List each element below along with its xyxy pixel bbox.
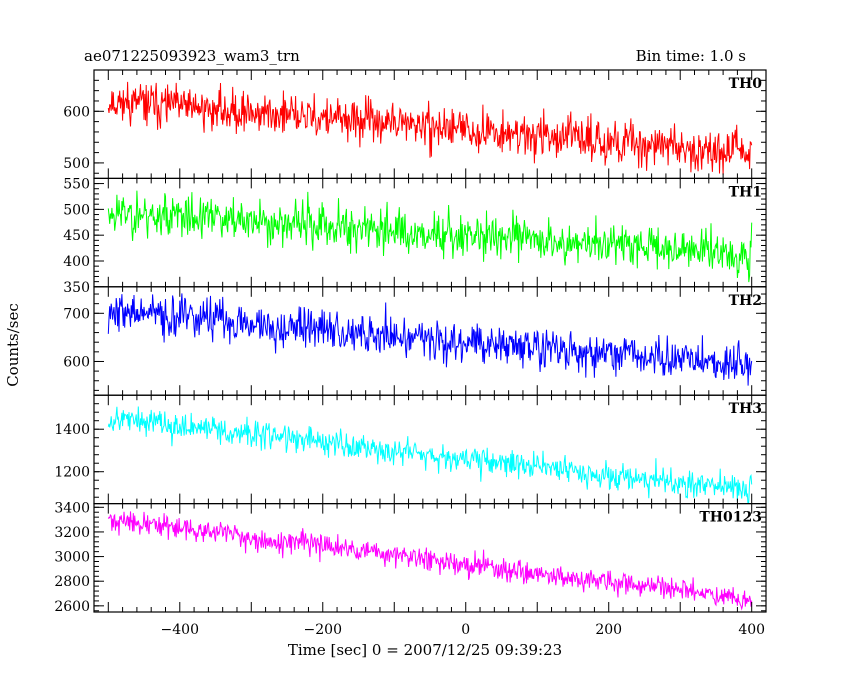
x-tick-label: −200 — [304, 622, 342, 638]
x-axis-label: Time [sec] 0 = 2007/12/25 09:39:23 — [288, 641, 562, 659]
y-tick-label-th1: 400 — [63, 254, 90, 270]
panel-th0: 500 600 TH0 — [63, 69, 767, 180]
x-tick-label: 0 — [461, 622, 470, 638]
series-line-th3 — [107, 406, 753, 504]
panel-th1: 350 400 450 500 550 TH1 — [63, 177, 767, 296]
y-tick-label-th0: 500 — [63, 156, 90, 172]
y-tick-label-th2: 600 — [63, 354, 90, 370]
y-tick-label-th1: 350 — [63, 280, 90, 296]
y-tick-label-th0123: 2600 — [54, 599, 90, 615]
panel-frame-th0 — [93, 69, 767, 180]
series-line-th0123 — [107, 511, 753, 611]
panel-frame-th1 — [93, 177, 767, 288]
series-label-th0: TH0 — [729, 76, 763, 92]
series-label-th1: TH1 — [729, 184, 762, 200]
y-tick-label-th0123: 2800 — [54, 574, 90, 590]
panel-th3: 1200 1400 TH3 — [54, 394, 767, 505]
x-tick-label: 200 — [595, 622, 622, 638]
series-line-th2 — [107, 293, 753, 386]
y-tick-label-th3: 1400 — [54, 422, 90, 438]
y-axis-label: Counts/sec — [4, 303, 22, 387]
panel-th2: 600 700 TH2 — [63, 286, 767, 396]
panel-frame-th2 — [93, 286, 767, 396]
y-tick-label-th2: 700 — [63, 306, 90, 322]
y-tick-label-th1: 500 — [63, 202, 90, 218]
series-label-th3: TH3 — [729, 401, 762, 417]
y-tick-label-th0123: 3200 — [54, 525, 90, 541]
panel-th0123: 2600 2800 3000 3200 3400 TH0123 — [54, 500, 767, 615]
y-tick-label-th0: 600 — [63, 104, 90, 120]
series-label-th2: TH2 — [729, 293, 762, 309]
series-label-th0123: TH0123 — [699, 510, 762, 526]
x-tick-label: −400 — [161, 622, 199, 638]
series-line-th1 — [107, 190, 753, 283]
y-tick-label-th3: 1200 — [54, 465, 90, 481]
chart-title: ae071225093923_wam3_trn — [84, 47, 300, 65]
y-tick-label-th1: 550 — [63, 177, 90, 193]
series-line-th0 — [107, 81, 753, 175]
bin-time-label: Bin time: 1.0 s — [636, 47, 746, 65]
panel-frame-th0123 — [93, 503, 767, 613]
x-tick-label: 400 — [738, 622, 765, 638]
y-tick-label-th0123: 3400 — [54, 500, 90, 516]
panels-group: 500 600 TH0 350 400 450 500 550 TH1 600 700 TH2 1200… — [54, 69, 767, 638]
y-tick-label-th1: 450 — [63, 228, 90, 244]
y-tick-label-th0123: 3000 — [54, 550, 90, 566]
